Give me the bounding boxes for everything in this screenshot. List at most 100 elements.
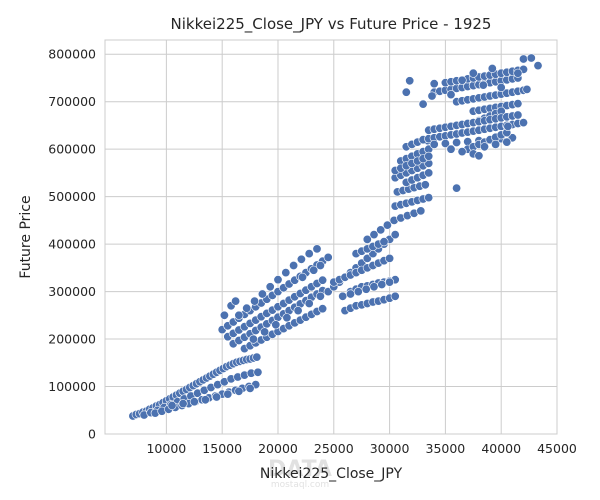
data-point (361, 284, 371, 294)
data-point (503, 121, 513, 131)
y-axis-label: Future Price (18, 195, 34, 278)
data-point (446, 90, 456, 100)
x-tick-labels: 10000 15000 20000 25000 30000 35000 40000 45000 (146, 441, 576, 456)
y-tick-label: 800000 (48, 47, 96, 62)
data-point (420, 180, 430, 190)
x-tick-label: 45000 (537, 441, 577, 456)
data-point (362, 234, 372, 244)
data-point (416, 206, 426, 216)
y-tick-label: 100000 (48, 379, 96, 394)
data-point (323, 252, 333, 262)
data-point (309, 265, 319, 275)
data-point (424, 168, 434, 178)
data-point (304, 249, 314, 259)
data-point (377, 279, 387, 289)
data-point (369, 230, 379, 240)
y-tick-labels: 0 100000 200000 300000 400000 500000 600000 700… (48, 47, 96, 442)
data-point (318, 275, 328, 285)
data-point (424, 151, 434, 161)
data-point (468, 68, 478, 78)
data-point (496, 83, 506, 93)
y-tick-label: 0 (88, 427, 96, 442)
data-point (248, 334, 258, 344)
data-point (429, 139, 439, 149)
x-tick-label: 30000 (370, 441, 410, 456)
x-tick-label: 40000 (481, 441, 521, 456)
data-point (296, 254, 306, 264)
data-point (405, 76, 415, 86)
data-point (390, 291, 400, 301)
x-tick-label: 35000 (426, 441, 466, 456)
data-point (242, 303, 252, 313)
data-point (513, 68, 523, 78)
data-point (265, 282, 275, 292)
data-point (304, 298, 314, 308)
data-point (401, 87, 411, 97)
data-point (178, 399, 188, 409)
data-point (385, 277, 395, 287)
data-point (452, 183, 462, 193)
data-point (245, 383, 255, 393)
data-point (385, 253, 395, 263)
data-point (353, 287, 363, 297)
data-point (234, 310, 244, 320)
data-point (312, 244, 322, 254)
data-point (526, 53, 536, 63)
data-point (429, 79, 439, 89)
x-tick-label: 25000 (314, 441, 354, 456)
data-point (282, 313, 292, 323)
data-point (318, 304, 328, 314)
data-point (234, 386, 244, 396)
data-point (376, 225, 386, 235)
data-point (345, 289, 355, 299)
data-point (513, 110, 523, 120)
data-point (223, 389, 233, 399)
data-point (533, 61, 543, 71)
y-tick-label: 600000 (48, 142, 96, 157)
data-point (491, 139, 501, 149)
y-tick-label: 400000 (48, 237, 96, 252)
data-point (315, 260, 325, 270)
data-point (487, 64, 497, 74)
chart-title: Nikkei225_Close_JPY vs Future Price - 19… (171, 15, 492, 34)
data-point (474, 151, 484, 161)
data-point (200, 395, 210, 405)
y-tick-label: 500000 (48, 189, 96, 204)
data-point (440, 139, 450, 149)
data-point (273, 275, 283, 285)
y-tick-label: 700000 (48, 94, 96, 109)
data-point (189, 397, 199, 407)
y-tick-label: 200000 (48, 332, 96, 347)
data-point (457, 75, 467, 85)
x-axis-label: Nikkei225_Close_JPY (260, 466, 403, 482)
data-point (518, 54, 528, 64)
data-point (219, 310, 229, 320)
data-point (513, 99, 523, 109)
data-point (518, 118, 528, 128)
data-point (418, 99, 428, 109)
data-point (522, 84, 532, 94)
data-point (424, 193, 434, 203)
data-point (479, 142, 489, 152)
data-point (338, 291, 348, 301)
data-point (252, 352, 262, 362)
data-point (167, 400, 177, 410)
data-point (390, 230, 400, 240)
data-point (379, 237, 389, 247)
data-point (457, 147, 467, 157)
data-point (315, 291, 325, 301)
data-point (260, 327, 270, 337)
y-tick-label: 300000 (48, 284, 96, 299)
x-tick-label: 20000 (258, 441, 298, 456)
data-point (427, 91, 437, 101)
data-point (253, 367, 263, 377)
watermark-main: DATA (268, 457, 332, 482)
data-point (257, 289, 267, 299)
data-point (382, 220, 392, 230)
data-point (212, 392, 222, 402)
grid-lines (105, 40, 558, 435)
data-point (250, 296, 260, 306)
data-point (289, 260, 299, 270)
x-tick-label: 10000 (146, 441, 186, 456)
